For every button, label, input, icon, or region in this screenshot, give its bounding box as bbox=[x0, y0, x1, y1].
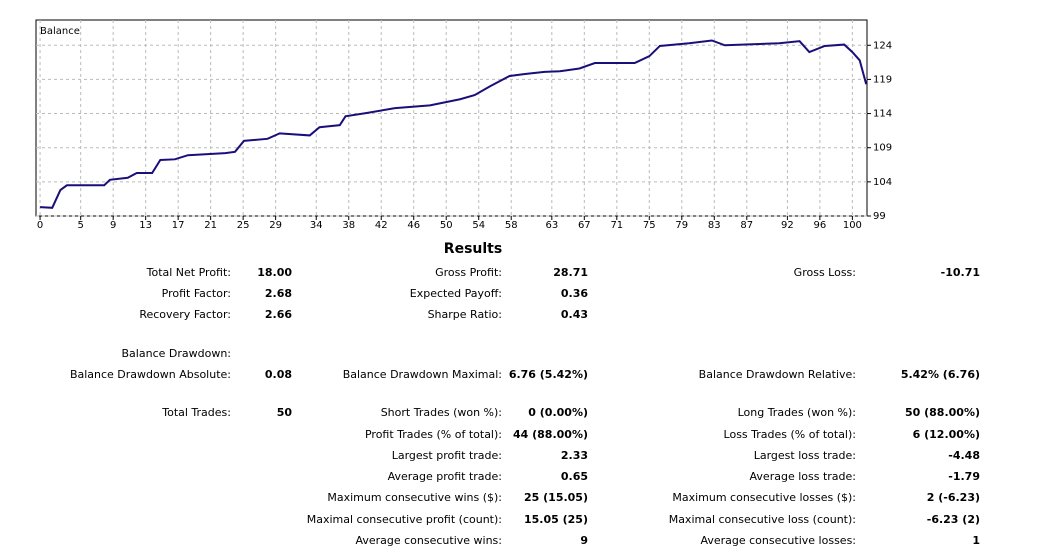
chart-title: Balance bbox=[40, 26, 80, 37]
x-tick-label: 0 bbox=[37, 220, 43, 231]
result-value: 18.00 bbox=[257, 266, 292, 279]
y-tick-label: 124 bbox=[873, 40, 892, 51]
x-tick-label: 29 bbox=[269, 220, 282, 231]
result-label: Balance Drawdown: bbox=[121, 347, 231, 360]
x-tick-label: 58 bbox=[505, 220, 518, 231]
x-tick-label: 100 bbox=[843, 220, 862, 231]
result-value: 50 (88.00%) bbox=[904, 406, 980, 419]
result-label: Recovery Factor: bbox=[139, 308, 231, 321]
result-label: Total Trades: bbox=[162, 406, 231, 419]
x-tick-label: 83 bbox=[708, 220, 721, 231]
result-label: Largest loss trade: bbox=[753, 449, 856, 462]
result-value: 44 (88.00%) bbox=[512, 428, 588, 441]
result-value: 5.42% (6.76) bbox=[900, 368, 980, 381]
result-label: Balance Drawdown Relative: bbox=[698, 368, 856, 381]
result-label: Profit Trades (% of total): bbox=[364, 428, 502, 441]
x-tick-label: 25 bbox=[237, 220, 250, 231]
result-value: -1.79 bbox=[948, 470, 980, 483]
result-label: Average consecutive wins: bbox=[355, 534, 502, 547]
result-label: Maximal consecutive profit (count): bbox=[306, 513, 502, 526]
result-value: 2.33 bbox=[560, 449, 588, 462]
result-value: 2.66 bbox=[264, 308, 292, 321]
x-tick-label: 17 bbox=[172, 220, 185, 231]
result-value: 2 (-6.23) bbox=[926, 491, 980, 504]
result-label: Average loss trade: bbox=[749, 470, 856, 483]
x-tick-label: 71 bbox=[610, 220, 623, 231]
y-tick-label: 109 bbox=[873, 143, 892, 154]
result-value: 28.71 bbox=[553, 266, 588, 279]
result-value: -6.23 (2) bbox=[926, 513, 980, 526]
result-label: Balance Drawdown Absolute: bbox=[69, 368, 231, 381]
result-value: 0.65 bbox=[560, 470, 588, 483]
result-label: Total Net Profit: bbox=[146, 266, 231, 279]
result-label: Balance Drawdown Maximal: bbox=[342, 368, 502, 381]
result-value: 25 (15.05) bbox=[524, 491, 588, 504]
result-label: Gross Profit: bbox=[435, 266, 502, 279]
x-tick-label: 34 bbox=[310, 220, 323, 231]
x-tick-label: 54 bbox=[472, 220, 485, 231]
result-label: Sharpe Ratio: bbox=[427, 308, 502, 321]
balance-line bbox=[40, 39, 868, 209]
result-value: 0.08 bbox=[264, 368, 292, 381]
y-tick-label: 99 bbox=[873, 211, 886, 222]
result-label: Maximum consecutive wins ($): bbox=[327, 491, 502, 504]
result-value: 0.36 bbox=[560, 287, 588, 300]
chart: Balance 99 104 109 114 119 124 0 5 9 13 17 21 25 29 34… bbox=[35, 19, 892, 231]
x-tick-label: 92 bbox=[781, 220, 794, 231]
x-tick-label: 75 bbox=[643, 220, 656, 231]
x-tick-label: 63 bbox=[545, 220, 558, 231]
result-label: Expected Payoff: bbox=[409, 287, 502, 300]
result-label: Maximal consecutive loss (count): bbox=[668, 513, 856, 526]
result-label: Average consecutive losses: bbox=[700, 534, 856, 547]
result-label: Average profit trade: bbox=[387, 470, 502, 483]
result-value: 1 bbox=[972, 534, 980, 547]
result-value: 2.68 bbox=[264, 287, 292, 300]
y-tick-label: 119 bbox=[873, 74, 892, 85]
result-value: 50 bbox=[276, 406, 292, 419]
result-label: Gross Loss: bbox=[793, 266, 856, 279]
x-tick-label: 46 bbox=[407, 220, 420, 231]
result-value: 6.76 (5.42%) bbox=[508, 368, 588, 381]
x-tick-label: 5 bbox=[77, 220, 83, 231]
result-value: 9 bbox=[580, 534, 588, 547]
result-value: 0 (0.00%) bbox=[528, 406, 588, 419]
x-tick-label: 87 bbox=[740, 220, 753, 231]
result-label: Maximum consecutive losses ($): bbox=[672, 491, 856, 504]
result-label: Loss Trades (% of total): bbox=[723, 428, 856, 441]
x-tick-label: 13 bbox=[139, 220, 152, 231]
result-value: -10.71 bbox=[940, 266, 980, 279]
x-tick-label: 42 bbox=[375, 220, 388, 231]
x-tick-label: 50 bbox=[440, 220, 453, 231]
x-tick-label: 67 bbox=[578, 220, 591, 231]
x-tick-label: 9 bbox=[110, 220, 116, 231]
y-tick-label: 104 bbox=[873, 177, 892, 188]
y-tick-label: 114 bbox=[873, 109, 892, 120]
x-tick-label: 79 bbox=[675, 220, 688, 231]
plot-frame bbox=[35, 19, 868, 217]
result-value: 15.05 (25) bbox=[524, 513, 588, 526]
result-value: 0.43 bbox=[560, 308, 588, 321]
result-value: 6 (12.00%) bbox=[912, 428, 980, 441]
result-label: Profit Factor: bbox=[161, 287, 231, 300]
result-label: Largest profit trade: bbox=[391, 449, 502, 462]
result-value: -4.48 bbox=[948, 449, 980, 462]
x-tick-label: 96 bbox=[814, 220, 827, 231]
result-label: Short Trades (won %): bbox=[380, 406, 502, 419]
results-title: Results bbox=[443, 241, 503, 257]
x-tick-label: 38 bbox=[342, 220, 355, 231]
result-label: Long Trades (won %): bbox=[737, 406, 856, 419]
x-tick-label: 21 bbox=[204, 220, 217, 231]
